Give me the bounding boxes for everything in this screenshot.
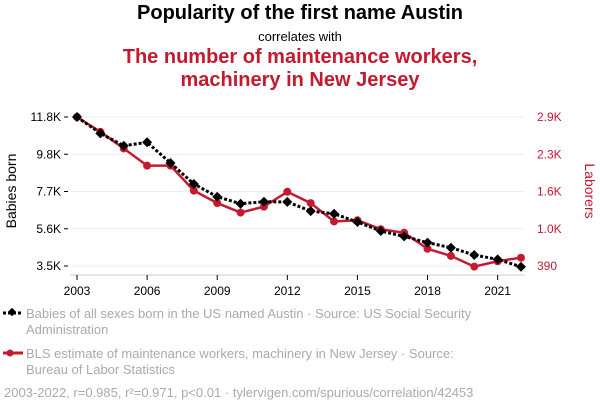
chart-subtitle: correlates with [258, 29, 342, 44]
legend-red-circle-line-icon [3, 349, 23, 357]
point-babies-2016 [375, 225, 386, 236]
chart-title-2: The number of maintenance workers, machi… [0, 46, 600, 92]
point-workers-2010 [236, 208, 245, 217]
point-babies-2011 [258, 196, 269, 207]
chart-title-2-line-1: The number of maintenance workers, [122, 46, 478, 68]
x-tick-label: 2003 [64, 284, 91, 298]
x-tick-label: 2006 [134, 284, 161, 298]
point-babies-2017 [399, 231, 410, 242]
point-babies-2018 [422, 237, 433, 248]
y-left-tick-label: 9.8K [36, 147, 61, 161]
y-right-tick-label: 2.3K [537, 147, 562, 161]
point-workers-2019 [446, 251, 455, 260]
x-tick-label: 2018 [414, 284, 441, 298]
y-left-axis-label: Babies born [3, 154, 19, 229]
point-babies-2022 [516, 261, 526, 272]
point-babies-2006 [142, 137, 153, 148]
point-workers-2012 [283, 187, 292, 196]
point-babies-2005 [118, 140, 129, 151]
y-left-tick-label: 3.5K [36, 259, 61, 273]
legend-black-diamond-line-icon [3, 308, 23, 317]
point-babies-2009 [212, 191, 223, 202]
x-tick-label: 2009 [204, 284, 231, 298]
point-workers-2009 [213, 199, 222, 208]
point-babies-2004 [95, 128, 106, 139]
y-right-tick-label: 2.9K [537, 110, 562, 124]
point-babies-2007 [165, 157, 176, 168]
y-left-tick-label: 5.6K [36, 222, 61, 236]
point-babies-2010 [235, 198, 246, 209]
point-babies-2008 [188, 178, 199, 189]
y-right-axis-label: Laborers [582, 163, 598, 218]
point-workers-2008 [189, 186, 198, 195]
legend-label-babies-2: Administration [26, 322, 109, 337]
legend-item-workers: BLS estimate of maintenance workers, mac… [3, 346, 566, 378]
point-babies-2012 [282, 196, 293, 207]
legend-label-workers-2: Bureau of Labor Statistics [26, 362, 175, 377]
point-workers-2013 [306, 199, 315, 208]
chart-title-2-line-2: machinery in New Jersey [180, 69, 420, 91]
legend-item-babies: Babies of all sexes born in the US named… [3, 306, 566, 338]
chart-title: Popularity of the first name Austin [137, 2, 463, 24]
point-babies-2020 [469, 250, 480, 261]
point-workers-2022 [517, 253, 525, 262]
y-right-tick-label: 1.0K [537, 222, 562, 236]
x-tick-label: 2012 [274, 284, 301, 298]
legend-label-workers-1: BLS estimate of maintenance workers, mac… [26, 346, 454, 361]
point-babies-2014 [329, 208, 340, 219]
point-babies-2015 [352, 217, 363, 228]
point-babies-2021 [492, 254, 503, 265]
point-workers-2014 [330, 217, 339, 226]
point-babies-2013 [305, 206, 316, 217]
x-tick-label: 2021 [484, 284, 511, 298]
legend-label-babies-1: Babies of all sexes born in the US named… [26, 306, 472, 321]
point-babies-2019 [445, 242, 456, 253]
point-workers-2020 [470, 262, 479, 271]
footer-stats: 2003-2022, r=0.985, r²=0.971, p<0.01 · t… [4, 385, 474, 400]
y-right-tick-label: 1.6K [537, 185, 562, 199]
point-workers-2018 [423, 244, 432, 253]
y-left-tick-label: 7.7K [36, 185, 61, 199]
point-workers-2006 [143, 161, 152, 170]
x-tick-label: 2015 [344, 284, 371, 298]
chart: 11.8K 2.9K 9.8K 2.3K 7.7K 1.6K 5.6K 1.0K 3.5K 390… [3, 110, 598, 298]
point-babies-2003 [72, 112, 82, 122]
y-left-tick-label: 11.8K [31, 110, 61, 124]
y-right-tick-label: 390 [537, 259, 557, 273]
